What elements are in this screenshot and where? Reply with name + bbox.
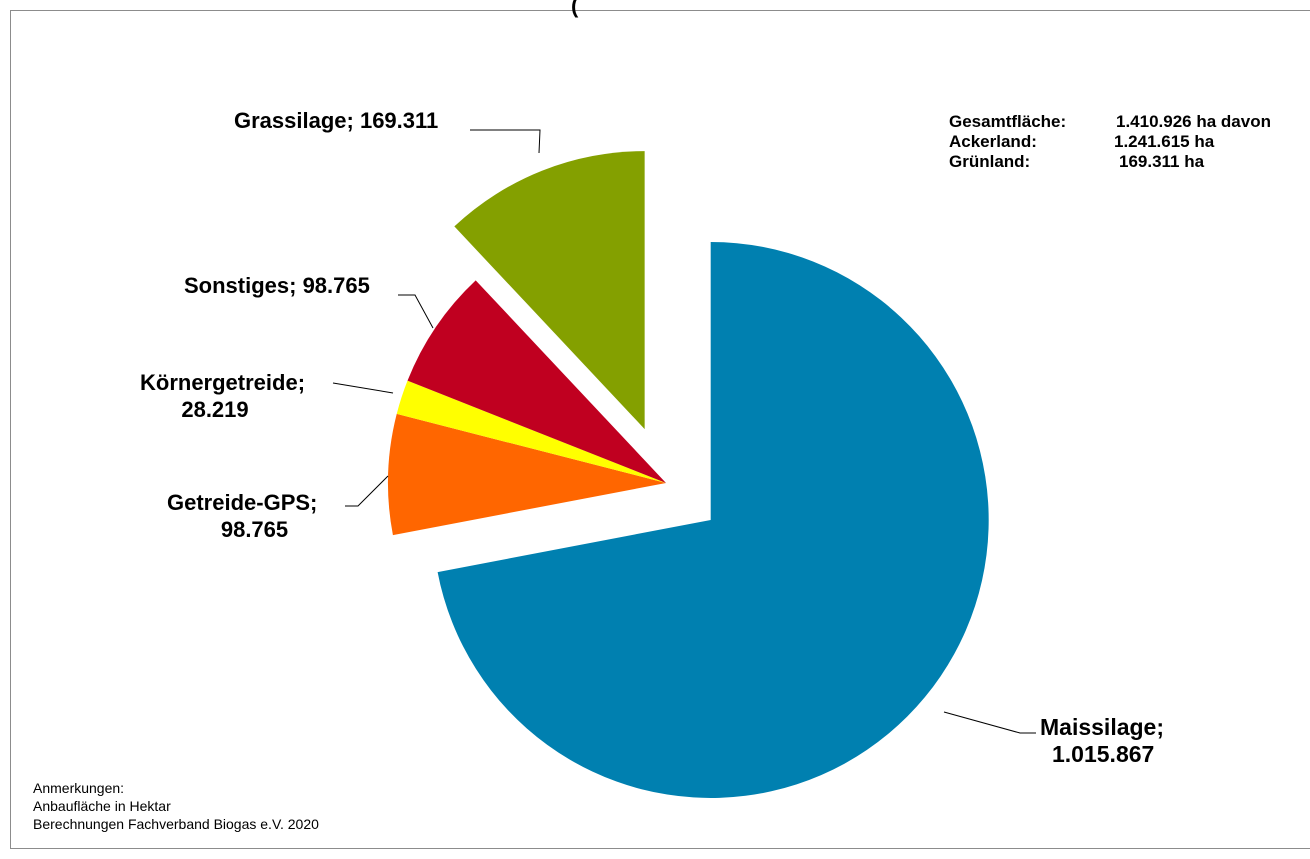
leader-line — [345, 475, 389, 507]
totals-key: Gesamtfläche: — [949, 112, 1067, 131]
notes-line-2: Berechnungen Fachverband Biogas e.V. 202… — [33, 816, 319, 832]
leader-line — [332, 382, 394, 394]
label-sonstiges-text: Sonstiges; 98.765 — [184, 273, 370, 298]
label-getreide-gps-name: Getreide-GPS; — [167, 490, 318, 515]
totals-key: Grünland: — [949, 152, 1031, 171]
label-maissilage-name: Maissilage; — [1040, 714, 1164, 740]
slice-getreide-gps — [388, 413, 666, 536]
label-grassilage-text: Grassilage; 169.311 — [234, 108, 439, 133]
totals-value: 169.311 ha — [1119, 152, 1205, 171]
label-grassilage: Grassilage; 169.311 — [234, 107, 438, 134]
label-koernergetreide-value: 28.219 — [181, 397, 249, 422]
leader-line — [398, 294, 434, 329]
slice-k-rnergetreide — [396, 380, 666, 483]
leader-line — [943, 711, 1036, 734]
notes-heading: Anmerkungen: — [33, 780, 125, 796]
label-getreide-gps: Getreide-GPS; 98.765 — [167, 489, 347, 543]
totals-value: 1.241.615 ha — [1114, 132, 1215, 151]
slice-sonstiges — [407, 280, 666, 483]
pie-slices — [388, 151, 989, 798]
totals-key: Ackerland: — [949, 132, 1037, 151]
notes: Anmerkungen: Anbaufläche in Hektar Berec… — [33, 779, 319, 833]
leader-line — [470, 129, 541, 154]
label-maissilage-value: 1.015.867 — [1052, 741, 1155, 767]
leader-lines — [332, 129, 1036, 734]
label-koernergetreide: Körnergetreide; 28.219 — [140, 369, 330, 423]
label-koernergetreide-name: Körnergetreide; — [140, 370, 306, 395]
chart-title-fragment: ( — [571, 0, 579, 18]
label-sonstiges: Sonstiges; 98.765 — [184, 272, 370, 299]
slice-maissilage — [437, 241, 989, 798]
totals-value: 1.410.926 ha davon — [1116, 112, 1271, 131]
label-getreide-gps-value: 98.765 — [220, 517, 289, 542]
slice-grassilage — [454, 151, 645, 430]
notes-line-1: Anbaufläche in Hektar — [33, 798, 171, 814]
label-maissilage: Maissilage; 1.015.867 — [1040, 714, 1190, 768]
